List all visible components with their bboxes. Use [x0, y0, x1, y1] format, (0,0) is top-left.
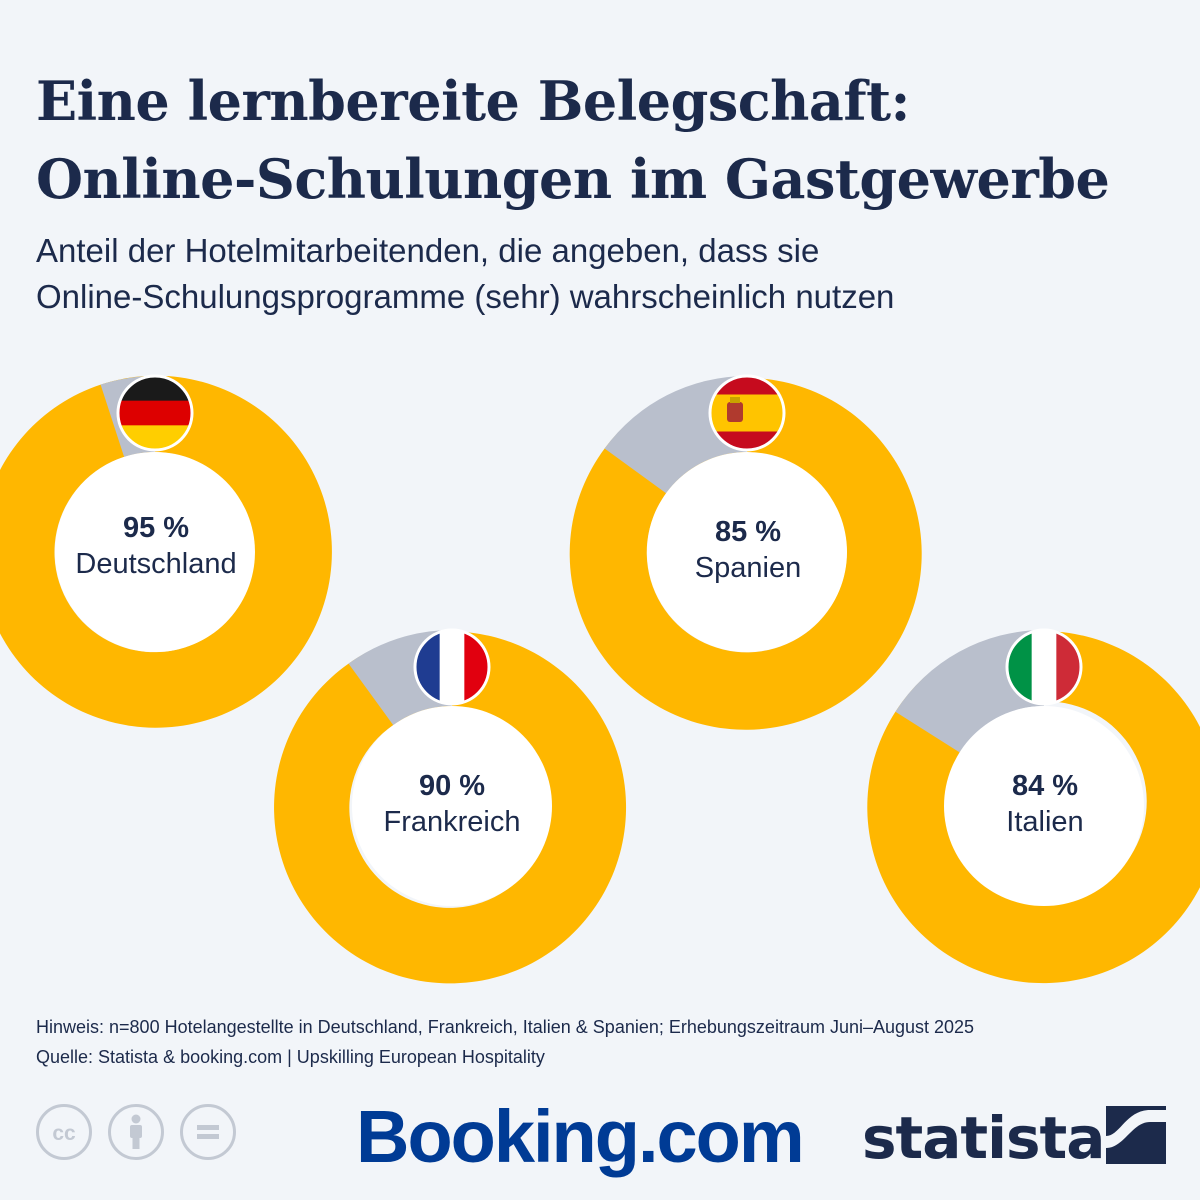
statista-logo-icon[interactable] — [1106, 1106, 1166, 1164]
category-label-deutschland: Deutschland — [75, 548, 237, 580]
booking-logo[interactable]: Booking.com — [356, 1095, 805, 1178]
donut-label-italien: 84 % Italien — [925, 768, 1165, 840]
donut-label-deutschland: 95 % Deutschland — [36, 510, 276, 582]
donut-hole-italien — [944, 706, 1144, 906]
subtitle-line-1: Anteil der Hotelmitarbeitenden, die ange… — [36, 232, 820, 269]
footnote: Hinweis: n=800 Hotelangestellte in Deuts… — [36, 1012, 1176, 1072]
chart-subtitle: Anteil der Hotelmitarbeitenden, die ange… — [36, 228, 1176, 320]
donut-hole-spanien — [647, 452, 847, 652]
flag-border-frankreich — [413, 628, 491, 706]
spain-flag-icon — [710, 376, 784, 450]
category-label-frankreich: Frankreich — [383, 806, 521, 838]
no-derivatives-icon[interactable] — [180, 1104, 236, 1160]
donut-label-frankreich: 90 % Frankreich — [332, 768, 572, 840]
category-label-italien: Italien — [1006, 806, 1084, 838]
chart-title: Eine lernbereite Belegschaft: Online-Sch… — [36, 62, 1176, 218]
data-label-spanien: 85 % — [714, 516, 782, 548]
svg-text:cc: cc — [52, 1122, 76, 1145]
donut-label-spanien: 85 % Spanien — [628, 514, 868, 586]
donut-svg — [0, 374, 1200, 984]
donut-hole-frankreich — [352, 706, 552, 906]
data-label-frankreich: 90 % — [418, 770, 486, 802]
title-line-1: Eine lernbereite Belegschaft: — [36, 69, 910, 133]
statista-logo-text[interactable]: statista — [862, 1104, 1105, 1172]
data-label-deutschland: 95 % — [122, 512, 190, 544]
flag-border-deutschland — [116, 374, 194, 452]
flag-border-spanien — [708, 374, 786, 452]
category-label-spanien: Spanien — [694, 552, 802, 584]
attribution-icon[interactable] — [108, 1104, 164, 1160]
source-text: Quelle: Statista & booking.com | Upskill… — [36, 1047, 545, 1067]
cc-license-icon[interactable]: cc — [36, 1104, 92, 1160]
donut-slice-frankreich — [274, 631, 627, 984]
donut-hole-deutschland — [55, 452, 255, 652]
subtitle-line-2: Online-Schulungsprogramme (sehr) wahrsch… — [36, 278, 895, 315]
flag-border-italien — [1005, 628, 1083, 706]
data-label-italien: 84 % — [1011, 770, 1079, 802]
donut-charts: 95 % Deutschland 90 % Frankreich 85 % Sp… — [0, 374, 1200, 984]
title-line-2: Online-Schulungen im Gastgewerbe — [36, 147, 1110, 211]
note-text: Hinweis: n=800 Hotelangestellte in Deuts… — [36, 1017, 975, 1037]
donut-slice-deutschland — [0, 375, 333, 728]
